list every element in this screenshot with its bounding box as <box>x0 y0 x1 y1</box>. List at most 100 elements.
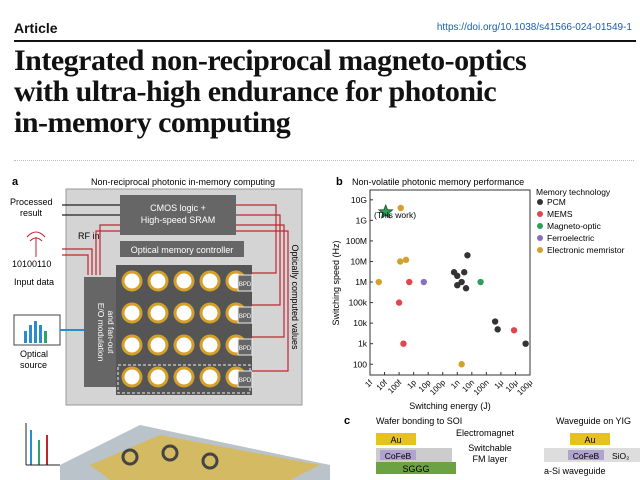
y-axis-label: Switching speed (Hz) <box>331 240 341 325</box>
legend-title: Memory technology <box>536 187 611 197</box>
title-line-2: with ultra-high endurance for photonic <box>14 75 497 108</box>
input-bits: 10100110 <box>12 259 51 269</box>
ring-resonator <box>121 366 143 388</box>
y-tick-label: 10k <box>353 318 367 328</box>
data-point <box>464 252 471 259</box>
this-work-star <box>377 203 394 219</box>
x-axis-label: Switching energy (J) <box>409 401 491 411</box>
optical-source-label-2: source <box>20 360 47 370</box>
data-point <box>462 285 470 292</box>
eo-label-2: and fan-out <box>106 310 116 354</box>
bpd-box <box>237 338 253 356</box>
data-point <box>461 269 468 276</box>
cmos-label-1: CMOS logic + <box>150 203 206 213</box>
cmos-label-2: High-speed SRAM <box>141 215 216 225</box>
data-point <box>522 340 529 347</box>
controller-box <box>120 241 244 257</box>
sggg-label: SGGG <box>402 464 429 474</box>
legend: PCM MEMS Magneto-optic Ferroelectric Electro… <box>537 197 625 255</box>
eo-box <box>84 277 116 387</box>
article-title: Integrated non-reciprocal magneto-optics… <box>14 45 634 138</box>
bpd-label: BPD <box>239 314 252 320</box>
bpd-label: BPD <box>239 346 252 352</box>
x-tick-label: 1f <box>363 378 375 390</box>
panel-b-chart: b Non-volatile photonic memory performan… <box>331 176 625 411</box>
cmos-box <box>120 195 236 235</box>
data-point <box>406 278 413 286</box>
panel-b-heading: Non-volatile photonic memory performance <box>352 177 524 187</box>
eo-label-1: E/O modulation <box>96 303 106 362</box>
processed-label-2: result <box>20 208 43 218</box>
y-tick-label: 1M <box>355 277 367 287</box>
sggg-layer <box>376 462 456 474</box>
legend-entry: Ferroelectric <box>547 233 595 243</box>
bpd-box <box>237 274 253 292</box>
legend-entry: PCM <box>547 197 566 207</box>
legend-swatch <box>537 247 543 253</box>
data-point <box>420 278 428 286</box>
ring-resonator <box>173 302 195 324</box>
y-tick-label: 10M <box>350 256 367 266</box>
electromagnet-label: Electromagnet <box>456 428 515 438</box>
data-point <box>477 278 484 286</box>
au-left-label: Au <box>390 435 401 445</box>
panel-c-figure: c Wafer bonding to SOI Waveguide on YIG … <box>344 415 640 476</box>
data-point <box>454 282 461 289</box>
y-tick-label: 10G <box>351 195 367 205</box>
x-tick-label: 100n <box>472 378 491 397</box>
cofeb-left-label: CoFeB <box>385 451 412 461</box>
panel-a-heading: Non-reciprocal photonic in-memory comput… <box>91 177 275 187</box>
ring-resonator <box>173 366 195 388</box>
input-data-label: Input data <box>14 277 54 287</box>
ring-array <box>116 265 252 395</box>
data-points <box>375 203 529 368</box>
switchable-label-2: FM layer <box>472 454 507 464</box>
panel-a-figure: a Non-reciprocal photonic in-memory comp… <box>10 176 330 480</box>
legend-entry: Electronic memristor <box>547 245 625 255</box>
ring-resonator <box>121 302 143 324</box>
doi-link[interactable]: https://doi.org/10.1038/s41566-024-01549… <box>436 22 632 33</box>
ring-resonator <box>121 334 143 356</box>
data-point <box>400 340 407 347</box>
header-rule <box>14 40 636 42</box>
ring-resonator <box>199 302 221 324</box>
ring-resonator <box>147 366 169 388</box>
x-tick-label: 100p <box>428 378 447 397</box>
article-header: Article https://doi.org/10.1038/s41566-0… <box>0 0 640 46</box>
au-right-label: Au <box>584 435 595 445</box>
x-tick-label: 1p <box>405 378 418 391</box>
bpd-label: BPD <box>239 378 252 384</box>
controller-label: Optical memory controller <box>131 245 234 255</box>
title-line-1: Integrated non-reciprocal magneto-optics <box>14 44 527 77</box>
x-tick-label: 1n <box>449 378 462 391</box>
y-tick-label: 1G <box>356 215 367 225</box>
spectrum-icon <box>24 321 47 343</box>
legend-swatch <box>537 223 543 229</box>
bpd-box <box>237 306 253 324</box>
ring-resonator <box>147 334 169 356</box>
data-point <box>491 318 499 325</box>
data-point <box>397 204 404 212</box>
data-point <box>494 326 501 333</box>
data-point <box>510 327 518 334</box>
y-tick-label: 100M <box>346 236 367 246</box>
panel-a-letter: a <box>12 176 19 188</box>
legend-swatch <box>537 199 543 205</box>
bpd-label: BPD <box>239 282 252 288</box>
ring-resonator <box>147 270 169 292</box>
legend-swatch <box>537 211 543 217</box>
side-label: Optically computed values <box>290 244 300 350</box>
panel-c-right-label: Waveguide on YIG <box>556 416 631 426</box>
panel-c-left-label: Wafer bonding to SOI <box>376 416 462 426</box>
y-tick-label: 100k <box>349 298 368 308</box>
ring-resonator <box>173 270 195 292</box>
sio2-label: SiO₂ <box>612 451 629 461</box>
optical-source-label-1: Optical <box>20 349 48 359</box>
data-point <box>375 278 382 286</box>
rf-lines <box>62 224 120 275</box>
x-tick-label: 100μ <box>515 378 534 397</box>
bpd-box <box>237 370 253 388</box>
data-point <box>397 258 404 265</box>
switchable-label-1: Switchable <box>468 443 512 453</box>
ring-resonator <box>199 270 221 292</box>
